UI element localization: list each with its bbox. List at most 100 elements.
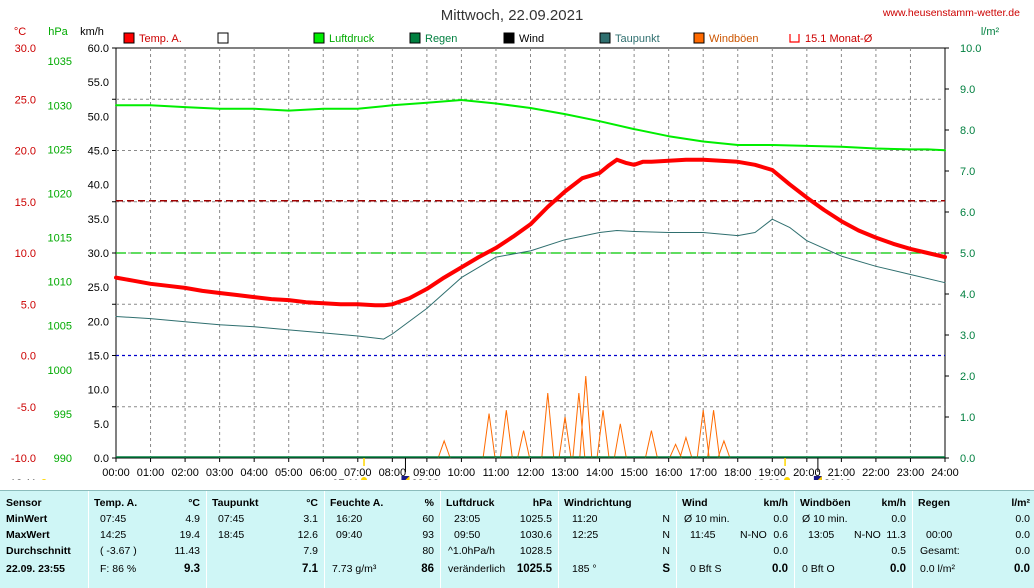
legend-label: Temp. A. <box>139 33 182 45</box>
pressure-tick-label: 1020 <box>48 188 72 200</box>
wind-tick-label: 15.0 <box>88 351 109 363</box>
hdr-press: Luftdruck <box>446 497 495 509</box>
statistics-table: Sensor MinWert MaxWert Durchschnitt 22.0… <box>0 490 1034 588</box>
legend-marker-bracket <box>789 34 800 43</box>
x-tick-label: 07:00 <box>344 467 372 479</box>
gust-max-time: 13:05 <box>808 529 835 541</box>
rain-avg-val: 0.0 <box>1015 545 1030 557</box>
hdr-wind: Wind <box>682 497 708 509</box>
gust-spike <box>613 423 627 459</box>
gust-spike <box>644 430 658 459</box>
sun-time-label: 19:22 <box>753 478 781 480</box>
rain-tick-label: 1.0 <box>960 412 975 424</box>
wind-unit-label: km/h <box>80 26 104 38</box>
x-tick-label: 01:00 <box>137 467 165 479</box>
sunset-icon <box>784 477 791 480</box>
rain-tick-label: 8.0 <box>960 125 975 137</box>
legend-label: Regen <box>425 33 457 45</box>
temp-tick-label: -5.0 <box>17 402 36 414</box>
moon-set-icon <box>41 479 47 480</box>
gust-cur-time: 0 Bft O <box>802 563 835 575</box>
hum-max-val: 93 <box>422 529 434 541</box>
x-tick-label: 14:00 <box>586 467 614 479</box>
gust-min-val: 0.0 <box>891 513 906 525</box>
hum-cur-time: 7.73 g/m³ <box>332 563 377 575</box>
dew-min-time: 07:45 <box>218 513 245 525</box>
wind-tick-label: 25.0 <box>88 282 109 294</box>
press-cur-val: 1025.5 <box>516 563 552 575</box>
row-label-max: MaxWert <box>6 529 50 541</box>
press-max-val: 1030.6 <box>519 529 552 541</box>
gust-avg-val: 0.5 <box>891 545 906 557</box>
x-tick-label: 03:00 <box>206 467 234 479</box>
press-min-time: 23:05 <box>454 513 481 525</box>
rain-min-val: 0.0 <box>1015 513 1030 525</box>
rain-tick-label: 10.0 <box>960 43 981 55</box>
gust-spike <box>696 410 710 459</box>
press-avg-time: ^1.0hPa/h <box>448 545 495 557</box>
series-line <box>115 99 946 152</box>
legend-marker <box>409 32 421 44</box>
press-cur-time: veränderlich <box>448 563 506 575</box>
hdr-temp-unit: °C <box>188 497 200 509</box>
col-humidity: Feuchte A.% 16:20 60 09:40 93 80 7.73 g/m³… <box>326 491 441 588</box>
pressure-tick-label: 1005 <box>48 321 72 333</box>
legend-marker <box>217 32 229 44</box>
col-rain: Regen l/m² 0.0 00:00 0.0 Gesamt: 0.0 0.0 l/… <box>914 491 1034 588</box>
x-tick-label: 12:00 <box>517 467 545 479</box>
temp-tick-label: 10.0 <box>15 248 36 260</box>
dew-max-time: 18:45 <box>218 529 245 541</box>
dir-min-val: N <box>662 513 670 525</box>
rain-tick-label: 5.0 <box>960 248 975 260</box>
dir-cur-val: S <box>662 563 670 575</box>
sunrise-icon <box>361 477 368 480</box>
moon-phase-half <box>817 476 822 480</box>
temp-tick-label: 30.0 <box>15 43 36 55</box>
x-tick-label: 09:00 <box>413 467 441 479</box>
pressure-tick-label: 1000 <box>48 365 72 377</box>
gust-max-dir: N-NO <box>854 529 881 541</box>
gust-spike <box>669 443 683 459</box>
wind-cur-val: 0.0 <box>772 563 788 575</box>
rain-max-val: 0.0 <box>1015 529 1030 541</box>
rain-unit-label: l/m² <box>981 26 1000 38</box>
temp-tick-label: -10.0 <box>11 453 36 465</box>
rain-cur-val: 0.0 <box>1014 563 1030 575</box>
legend-marker <box>599 32 611 44</box>
x-tick-label: 16:00 <box>655 467 683 479</box>
hdr-dew: Taupunkt <box>212 497 259 509</box>
weather-chart: 00:00 01:00 02:00 03:00 04:00 05:00 06:00 07:00… <box>10 7 1020 480</box>
dir-max-val: N <box>662 529 670 541</box>
rain-tick-label: 7.0 <box>960 166 975 178</box>
hum-min-time: 16:20 <box>336 513 363 525</box>
dew-cur-val: 7.1 <box>302 563 318 575</box>
col-sensor: Sensor MinWert MaxWert Durchschnitt 22.0… <box>0 491 89 588</box>
gust-spike <box>558 416 572 459</box>
x-tick-label: 13:00 <box>551 467 579 479</box>
rain-cur-time: 0.0 l/m² <box>920 563 956 575</box>
gust-spike <box>572 393 586 459</box>
x-tick-label: 24:00 <box>931 467 959 479</box>
hdr-rain: Regen <box>918 497 951 509</box>
legend-label: Wind <box>519 33 544 45</box>
chart-title: Mittwoch, 22.09.2021 <box>441 7 584 24</box>
wind-tick-label: 0.0 <box>94 453 109 465</box>
wind-max-val: 0.6 <box>773 529 788 541</box>
rain-tick-label: 2.0 <box>960 371 975 383</box>
temp-tick-label: 25.0 <box>15 94 36 106</box>
wind-tick-label: 20.0 <box>88 316 109 328</box>
pressure-tick-label: 1015 <box>48 233 72 245</box>
legend-label: Luftdruck <box>329 33 375 45</box>
press-max-time: 09:50 <box>454 529 481 541</box>
x-tick-label: 20:00 <box>793 467 821 479</box>
temp-cur-val: 9.3 <box>184 563 200 575</box>
rain-avg-time: Gesamt: <box>920 545 960 557</box>
x-tick-label: 00:00 <box>102 467 130 479</box>
temp-avg-val: 11.43 <box>174 545 201 557</box>
hdr-dew-unit: °C <box>306 497 318 509</box>
wind-tick-label: 60.0 <box>88 43 109 55</box>
gust-spike <box>579 375 593 459</box>
temp-tick-label: 5.0 <box>21 299 36 311</box>
x-tick-label: 15:00 <box>620 467 648 479</box>
hdr-wind-unit: km/h <box>763 497 788 509</box>
